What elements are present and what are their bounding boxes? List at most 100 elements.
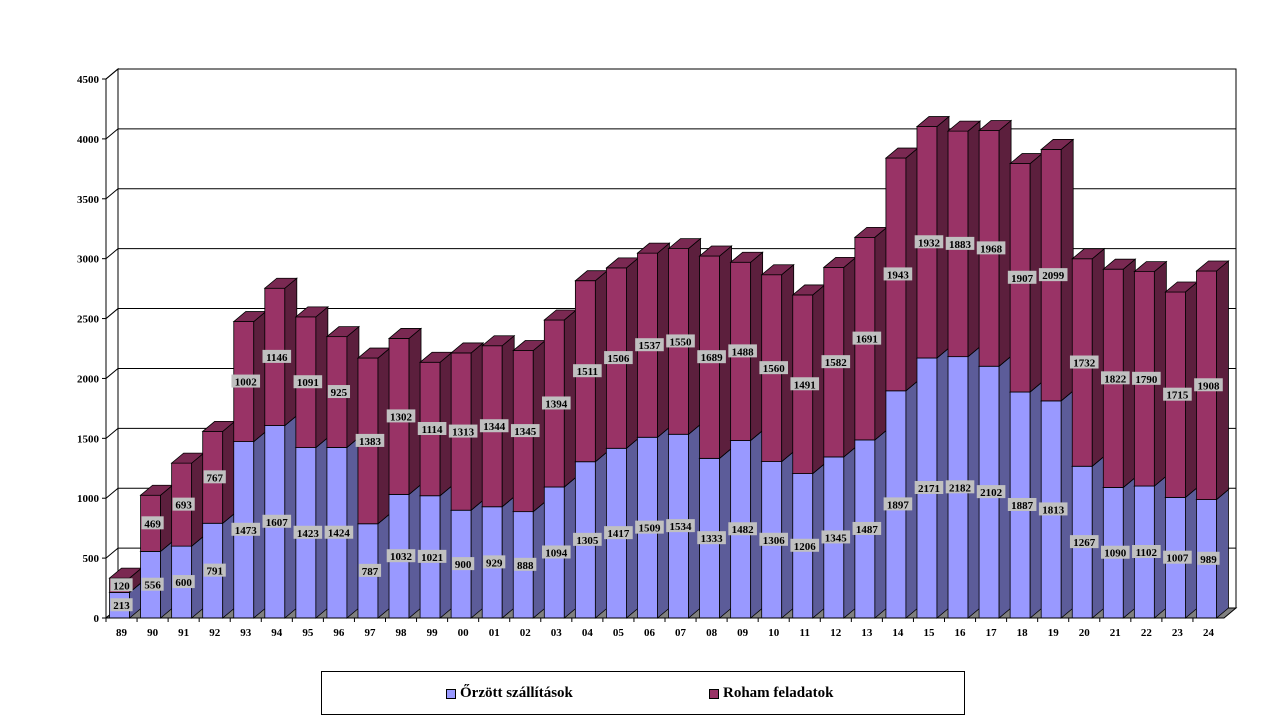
y-tick-label-2000: 2000 [77,373,100,385]
x-tick-label-18: 18 [1017,627,1029,639]
data-label-roham-00: 1313 [452,427,475,439]
x-tick-label-15: 15 [923,627,935,639]
data-label-orzott-91: 600 [175,577,192,589]
data-label-roham-89-bg [110,578,133,592]
data-label-orzott-21: 1090 [1104,548,1127,560]
data-label-orzott-92: 791 [206,566,223,578]
data-label-orzott-09: 1482 [732,524,755,536]
bar-roham-01-top [481,335,516,347]
data-label-orzott-10: 1306 [763,535,786,547]
x-tick-label-14: 14 [892,627,904,639]
data-label-roham-07: 1550 [670,336,693,348]
bar-roham-96-top [325,326,361,338]
data-label-orzott-19: 1813 [1042,504,1065,516]
x-tick-label-07: 07 [675,627,687,639]
x-tick-label-92: 92 [209,627,221,639]
x-tick-label-90: 90 [147,627,159,639]
y-tick-label-3000: 3000 [77,254,100,266]
data-label-orzott-22: 1102 [1136,547,1158,559]
data-label-roham-08: 1689 [701,352,724,364]
data-label-roham-90: 469 [144,518,161,530]
data-label-orzott-12-bg [821,530,851,544]
bar-roham-06-top [636,242,671,254]
data-label-roham-06-bg [635,338,664,352]
x-tick-label-13: 13 [861,627,873,639]
bar-roham-19-top [1040,139,1075,150]
data-label-roham-92: 767 [206,472,223,484]
data-label-roham-21-bg [1101,371,1130,385]
data-label-roham-93-bg [231,374,261,388]
x-tick-label-95: 95 [302,627,314,639]
bar-roham-10-top [760,264,795,276]
x-tick-label-03: 03 [551,627,563,639]
data-label-orzott-98-bg [386,549,416,563]
data-label-roham-05-bg [604,351,633,365]
bar-roham-08-top [698,245,733,257]
bar-roham-94-top [263,277,298,289]
bar-roham-98-top [387,328,423,339]
x-tick-label-11: 11 [800,627,810,639]
data-label-roham-11-bg [790,377,820,391]
data-label-roham-90-bg [141,516,164,530]
data-label-orzott-08: 1333 [701,533,724,545]
data-label-orzott-99: 1021 [421,552,443,564]
x-tick-label-17: 17 [986,627,998,639]
data-label-roham-14-bg [883,267,913,281]
data-label-roham-06: 1537 [638,340,661,352]
data-label-roham-99-bg [417,421,447,435]
data-label-orzott-16-bg [945,480,975,494]
x-tick-label-94: 94 [271,627,283,639]
bar-roham-09-top [729,251,764,263]
data-label-orzott-89: 213 [113,600,130,612]
data-label-roham-03: 1394 [545,398,568,410]
data-label-roham-11: 1491 [794,379,816,391]
data-label-orzott-90: 556 [144,580,161,592]
data-label-orzott-21-bg [1101,545,1130,559]
legend-swatch-orzott [446,688,456,699]
bar-roham-95-top [294,306,329,318]
data-label-orzott-09-bg [728,522,757,536]
data-label-roham-00-bg [448,424,478,438]
data-label-orzott-07-bg [666,519,695,533]
data-label-orzott-89-bg [110,598,133,612]
x-tick-label-09: 09 [737,627,749,639]
data-label-orzott-16: 2182 [949,482,972,494]
data-label-roham-05: 1506 [607,353,630,365]
data-label-roham-15: 1932 [918,237,941,249]
data-label-roham-10: 1560 [763,363,786,375]
x-tick-label-16: 16 [955,627,967,639]
gridline [105,68,1236,80]
legend-item-orzott: Őrzött szállítások [446,685,573,702]
data-label-roham-89: 120 [113,580,130,592]
x-tick-label-05: 05 [613,627,625,639]
legend: Őrzött szállítások Roham feladatok [321,671,965,715]
data-label-orzott-06: 1509 [638,523,661,535]
bar-roham-07-top [667,238,702,250]
x-tick-label-19: 19 [1048,627,1060,639]
data-label-orzott-04-bg [573,532,602,546]
x-tick-label-99: 99 [427,627,439,639]
data-label-orzott-00-bg [452,557,475,571]
data-label-orzott-24-bg [1197,551,1220,565]
data-label-roham-19: 2099 [1042,270,1065,282]
data-label-orzott-97-bg [358,563,382,577]
data-label-roham-15-bg [914,235,944,249]
legend-label-orzott: Őrzött szállítások [460,685,573,701]
data-label-orzott-03: 1094 [545,547,568,559]
data-label-orzott-13-bg [852,521,882,535]
data-label-roham-98: 1302 [390,411,413,423]
data-label-orzott-98: 1032 [390,551,413,563]
data-label-roham-02-bg [510,424,540,438]
data-label-orzott-18: 1887 [1011,500,1034,512]
y-tick-label-4500: 4500 [77,74,100,86]
x-tick-label-12: 12 [830,627,842,639]
x-tick-label-08: 08 [706,627,718,639]
data-label-roham-22: 1790 [1135,374,1158,386]
data-label-orzott-07: 1534 [670,521,693,533]
data-label-roham-97: 1383 [359,436,382,448]
data-label-orzott-24: 989 [1200,554,1217,566]
x-tick-label-96: 96 [333,627,345,639]
data-label-orzott-04: 1305 [576,535,599,547]
data-label-roham-17-bg [976,241,1006,255]
data-label-roham-91: 693 [175,500,192,512]
